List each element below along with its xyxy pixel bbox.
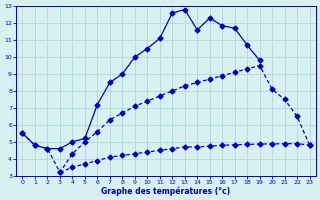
X-axis label: Graphe des températures (°c): Graphe des températures (°c) — [101, 186, 231, 196]
